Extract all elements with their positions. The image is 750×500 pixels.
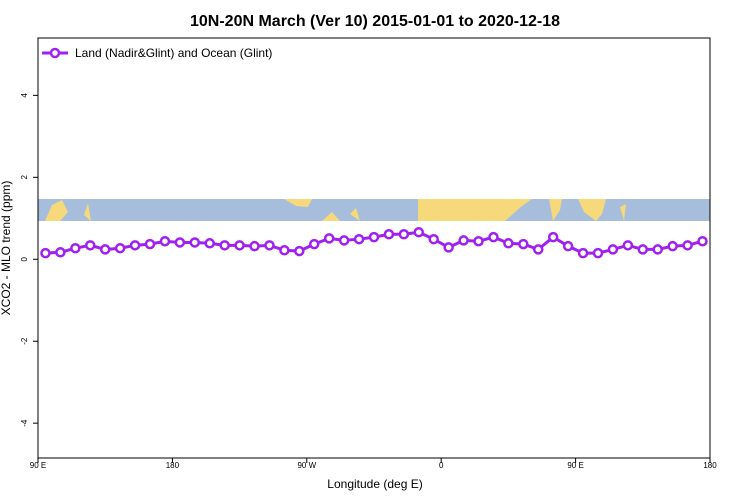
point	[607, 244, 619, 255]
point	[249, 240, 260, 252]
point	[667, 240, 678, 252]
point	[323, 233, 335, 244]
point	[234, 240, 245, 251]
point	[637, 244, 649, 255]
point	[70, 242, 81, 254]
x-tick-label: 180	[703, 461, 717, 470]
point	[458, 235, 469, 246]
point	[174, 237, 186, 248]
point	[488, 231, 499, 243]
point	[428, 233, 439, 245]
point	[189, 237, 201, 248]
x-tick-label: 90 E	[567, 461, 583, 470]
point	[652, 244, 663, 255]
y-axis-label: XCO2 - MLO trend (ppm)	[0, 181, 13, 316]
point	[518, 238, 529, 250]
point	[697, 235, 708, 247]
map-strip	[38, 199, 710, 221]
point	[368, 231, 380, 243]
point	[219, 240, 230, 251]
point	[592, 247, 604, 259]
point	[473, 235, 484, 247]
y-tick-label: -2	[20, 337, 29, 345]
chart-title: 10N-20N March (Ver 10) 2015-01-01 to 202…	[190, 13, 560, 30]
point	[383, 229, 395, 240]
point	[503, 238, 514, 249]
point	[55, 247, 66, 258]
x-tick-label: 90 W	[297, 461, 316, 470]
legend-marker	[49, 47, 61, 59]
point	[577, 247, 589, 259]
point	[204, 238, 215, 249]
x-tick-label: 0	[439, 461, 444, 470]
point	[144, 238, 156, 250]
point	[85, 240, 96, 251]
point	[279, 245, 290, 256]
point	[99, 244, 111, 255]
x-tick-label: 180	[166, 461, 180, 470]
point	[413, 226, 425, 238]
y-tick-label: 4	[20, 93, 29, 98]
point	[682, 240, 693, 251]
point	[533, 244, 544, 255]
point	[338, 235, 350, 246]
point	[309, 238, 320, 250]
point	[294, 245, 305, 257]
point	[622, 240, 634, 251]
point	[159, 235, 171, 247]
point	[547, 231, 559, 243]
x-axis-label: Longitude (deg E)	[327, 477, 422, 491]
point	[114, 242, 126, 254]
x-tick-label: 90 E	[30, 461, 46, 470]
point	[353, 233, 365, 245]
y-tick-label: 0	[20, 256, 29, 261]
plot-frame	[37, 37, 711, 459]
point	[129, 240, 141, 251]
point	[264, 240, 275, 251]
point	[562, 240, 574, 252]
y-tick-label: -4	[20, 419, 29, 427]
point	[40, 247, 51, 259]
point	[398, 229, 410, 240]
point	[443, 242, 454, 253]
legend-label: Land (Nadir&Glint) and Ocean (Glint)	[75, 46, 272, 60]
y-tick-label: 2	[20, 175, 29, 180]
